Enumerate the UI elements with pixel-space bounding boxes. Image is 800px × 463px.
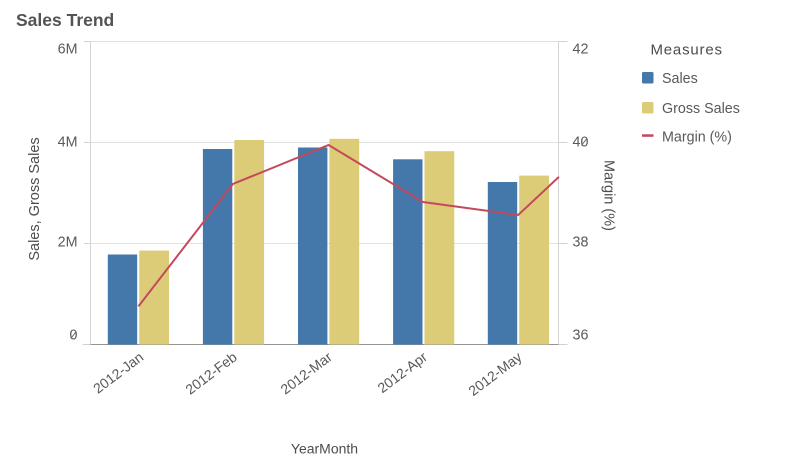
svg-text:38: 38 (573, 234, 589, 250)
svg-text:2012-Jan: 2012-Jan (90, 349, 146, 397)
svg-text:36: 36 (573, 328, 589, 344)
svg-text:Margin (%): Margin (%) (601, 160, 617, 231)
svg-text:Sales: Sales (662, 71, 698, 87)
svg-text:2012-May: 2012-May (465, 349, 524, 399)
svg-text:42: 42 (573, 42, 589, 58)
svg-text:2M: 2M (58, 234, 78, 250)
svg-text:2012-Apr: 2012-Apr (374, 348, 430, 396)
svg-text:6M: 6M (58, 42, 78, 58)
svg-text:Gross Sales: Gross Sales (662, 101, 740, 117)
svg-text:Measures: Measures (651, 42, 723, 59)
svg-text:Margin (%): Margin (%) (662, 130, 732, 146)
svg-text:2012-Feb: 2012-Feb (182, 348, 240, 397)
svg-text:Sales, Gross Sales: Sales, Gross Sales (27, 137, 43, 260)
svg-text:4M: 4M (58, 134, 78, 150)
svg-text:Sales Trend: Sales Trend (16, 10, 114, 30)
svg-text:YearMonth: YearMonth (291, 440, 358, 456)
svg-text:2012-Mar: 2012-Mar (277, 348, 335, 397)
svg-text:40: 40 (573, 134, 589, 150)
